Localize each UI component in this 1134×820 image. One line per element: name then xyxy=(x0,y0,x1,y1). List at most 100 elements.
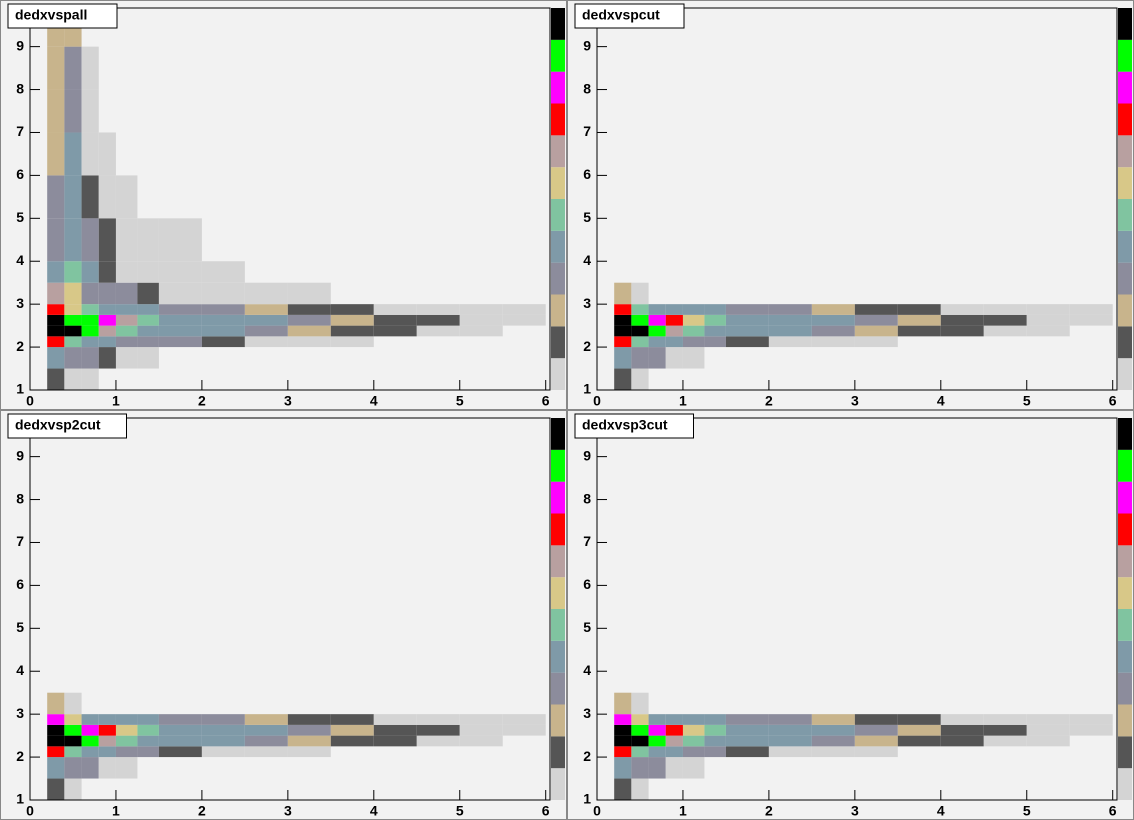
bin xyxy=(704,314,726,326)
bin xyxy=(725,714,769,725)
x-tick-label: 2 xyxy=(765,393,773,409)
x-tick-label: 2 xyxy=(198,393,206,409)
bin xyxy=(330,304,374,315)
bin xyxy=(665,347,683,369)
plot-frame xyxy=(596,417,1118,801)
palette-swatch xyxy=(1118,672,1132,705)
bin xyxy=(614,724,632,736)
bin xyxy=(614,778,632,800)
bin xyxy=(81,218,99,262)
palette-swatch xyxy=(1118,609,1132,641)
bin xyxy=(631,714,649,725)
bin xyxy=(416,735,460,747)
x-tick-label: 5 xyxy=(456,803,464,819)
y-tick-label: 1 xyxy=(16,791,24,807)
bin xyxy=(373,714,417,725)
bin xyxy=(81,314,99,326)
bin xyxy=(98,218,116,262)
bin xyxy=(502,714,546,725)
bin xyxy=(137,282,159,305)
bin xyxy=(137,347,159,369)
bin xyxy=(47,261,65,283)
bin xyxy=(631,724,649,736)
bin xyxy=(648,314,666,326)
bin xyxy=(115,336,138,348)
y-tick-label: 9 xyxy=(16,37,24,53)
bin xyxy=(244,735,288,747)
bin xyxy=(631,314,649,326)
x-tick-label: 1 xyxy=(112,393,120,409)
bin xyxy=(459,735,503,747)
bin xyxy=(416,724,460,736)
bin xyxy=(459,314,503,326)
bin xyxy=(682,757,705,779)
palette-swatch xyxy=(1118,481,1132,514)
bin xyxy=(897,314,941,326)
x-tick-label: 4 xyxy=(937,803,945,819)
bin xyxy=(81,746,99,758)
bin xyxy=(158,336,202,348)
bin xyxy=(64,89,82,133)
x-tick-label: 0 xyxy=(593,803,601,819)
bin xyxy=(98,132,116,176)
x-tick-label: 3 xyxy=(851,393,859,409)
bin xyxy=(81,282,99,305)
y-tick-label: 7 xyxy=(583,533,591,549)
bin xyxy=(158,735,202,747)
bin xyxy=(614,735,632,747)
bin xyxy=(115,757,138,779)
x-tick-label: 0 xyxy=(593,393,601,409)
y-tick-label: 7 xyxy=(16,123,24,139)
bin xyxy=(854,314,898,326)
y-tick-label: 8 xyxy=(583,490,591,506)
bin xyxy=(98,347,116,369)
bin xyxy=(631,282,649,305)
bin xyxy=(665,314,683,326)
bin xyxy=(81,757,99,779)
bin xyxy=(459,325,503,337)
bin xyxy=(897,304,941,315)
bin xyxy=(614,336,632,348)
palette-swatch xyxy=(551,672,565,705)
bin xyxy=(64,46,82,90)
palette-swatch xyxy=(551,262,565,295)
y-tick-label: 6 xyxy=(583,576,591,592)
bin xyxy=(459,724,503,736)
bin xyxy=(725,314,769,326)
bin xyxy=(64,757,82,779)
bin xyxy=(81,714,99,725)
bin xyxy=(983,314,1027,326)
panel-title: dedxvspall xyxy=(15,7,87,23)
bin xyxy=(614,746,632,758)
x-tick-label: 1 xyxy=(679,803,687,819)
palette-swatch xyxy=(1118,230,1132,263)
bin xyxy=(81,724,99,736)
palette-swatch xyxy=(1118,513,1132,546)
bin xyxy=(665,757,683,779)
bin xyxy=(854,336,898,348)
bin xyxy=(81,261,99,283)
bin xyxy=(64,692,82,715)
bin xyxy=(940,325,984,337)
palette-swatch xyxy=(1118,768,1132,800)
x-tick-label: 0 xyxy=(26,803,34,819)
bin xyxy=(64,314,82,326)
bin xyxy=(459,304,503,315)
bin xyxy=(854,325,898,337)
bin xyxy=(811,304,855,315)
bin xyxy=(725,325,769,337)
bin xyxy=(244,724,288,736)
bin xyxy=(330,336,374,348)
bin xyxy=(373,304,417,315)
bin xyxy=(416,714,460,725)
bin xyxy=(115,218,138,262)
x-tick-label: 3 xyxy=(851,803,859,819)
bin xyxy=(98,325,116,337)
bin xyxy=(614,714,632,725)
x-tick-label: 5 xyxy=(1023,803,1031,819)
bin xyxy=(115,347,138,369)
bin xyxy=(287,724,331,736)
palette-swatch xyxy=(1118,262,1132,295)
palette-swatch xyxy=(551,768,565,800)
